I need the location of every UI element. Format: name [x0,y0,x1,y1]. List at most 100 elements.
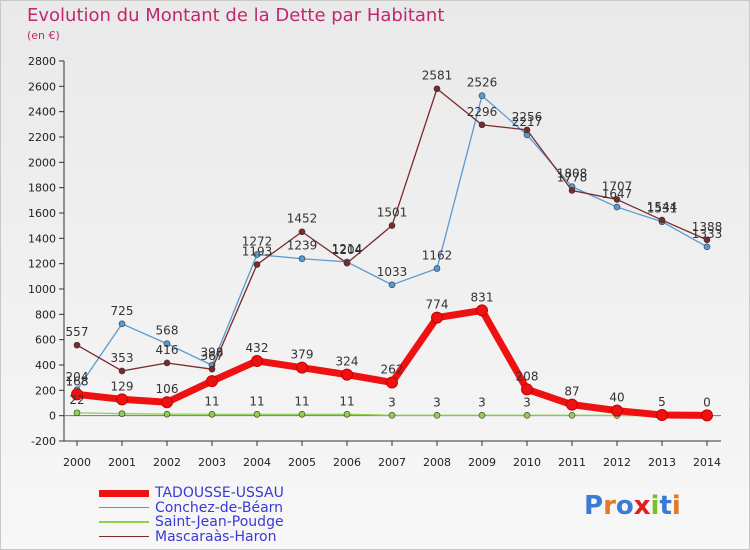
data-label: 1239 [287,239,318,253]
logo-letter: i [671,491,681,521]
data-label: 1808 [557,167,588,181]
data-label: 432 [246,341,269,355]
data-point [253,410,261,418]
data-label: 1388 [692,220,723,234]
logo-letter: i [650,491,660,521]
y-tick-label: 1600 [28,207,56,220]
legend-label: Saint-Jean-Poudge [155,514,284,530]
data-point [703,236,711,244]
data-point [703,243,711,251]
data-label: 208 [516,369,539,383]
data-point [298,228,306,236]
data-point [118,410,126,417]
data-point [163,410,171,418]
data-point [611,404,623,417]
data-label: 106 [156,382,179,396]
data-point [478,92,486,100]
data-label: 1272 [242,235,273,249]
data-label: 129 [111,379,134,393]
data-point [116,393,128,406]
data-point [523,126,531,134]
data-label: 1193 [242,245,273,259]
data-point [478,121,486,129]
data-label: 204 [66,370,89,384]
data-point [431,311,443,324]
chart-title: Evolution du Montant de la Dette par Hab… [27,5,445,26]
data-label: 2526 [467,76,498,90]
data-point [208,410,216,418]
data-point [433,265,441,272]
data-label: 1501 [377,206,408,220]
data-label: 398 [201,345,224,359]
data-label: 1333 [692,227,723,241]
y-tick-label: 1200 [28,258,56,271]
y-tick-label: 600 [35,334,56,347]
data-label: 11 [339,394,354,408]
data-label: 87 [564,385,579,399]
x-tick-label: 2013 [648,456,676,469]
data-label: 2217 [512,115,543,129]
x-tick-label: 2009 [468,456,496,469]
logo-letter: P [584,491,604,521]
x-tick-label: 2000 [63,456,91,469]
y-tick-label: 1000 [28,283,56,296]
data-label: 40 [609,391,624,405]
data-label: 2581 [422,69,453,83]
data-point [71,388,83,401]
x-tick-label: 2012 [603,456,631,469]
x-tick-label: 2005 [288,456,316,469]
data-label: 1162 [422,248,453,262]
x-tick-label: 2010 [513,456,541,469]
x-tick-label: 2001 [108,456,136,469]
data-label: 3 [388,395,396,409]
data-point [523,411,531,419]
data-point [163,340,171,348]
logo-letter: t [659,491,672,521]
x-tick-label: 2006 [333,456,361,469]
data-point [656,409,668,422]
y-tick-label: 2000 [28,156,56,169]
y-tick-label: 800 [35,308,56,321]
data-point [478,411,486,419]
x-tick-label: 2011 [558,456,586,469]
data-labels: 2041685572272535312956841610639836711127… [66,69,723,410]
data-label: 262 [381,362,404,376]
logo-letter: r [603,491,616,521]
logo-letter: o [615,491,634,521]
data-label: 0 [703,396,711,410]
data-label: 774 [426,298,449,312]
chart-subtitle: (en €) [27,29,60,42]
data-point [343,410,351,418]
data-label: 353 [111,351,134,365]
data-point [298,255,306,263]
legend-swatch [99,506,149,509]
x-tick-label: 2007 [378,456,406,469]
x-tick-label: 2002 [153,456,181,469]
y-tick-label: -200 [31,435,56,448]
data-label: 324 [336,355,359,369]
y-tick-label: 2600 [28,80,56,93]
data-label: 1647 [602,187,633,201]
data-point [208,365,216,373]
data-label: 1544 [647,200,678,214]
data-point [118,367,126,375]
y-tick-label: 1400 [28,232,56,245]
data-point [388,281,396,289]
data-label: 1033 [377,265,408,279]
data-point [253,261,261,268]
data-point [613,203,621,211]
data-label: 831 [471,290,494,304]
data-label: 3 [523,395,531,409]
data-label: 379 [291,348,314,362]
data-label: 1707 [602,179,633,193]
data-point [253,251,261,258]
data-point [476,304,488,317]
x-tick-label: 2004 [243,456,271,469]
data-point [433,411,441,419]
data-label: 3 [478,395,486,409]
data-label: 5 [658,395,666,409]
data-label: 367 [201,349,224,363]
series-layer [71,85,713,422]
logo-letter: x [633,491,651,521]
y-tick-label: 2400 [28,106,56,119]
